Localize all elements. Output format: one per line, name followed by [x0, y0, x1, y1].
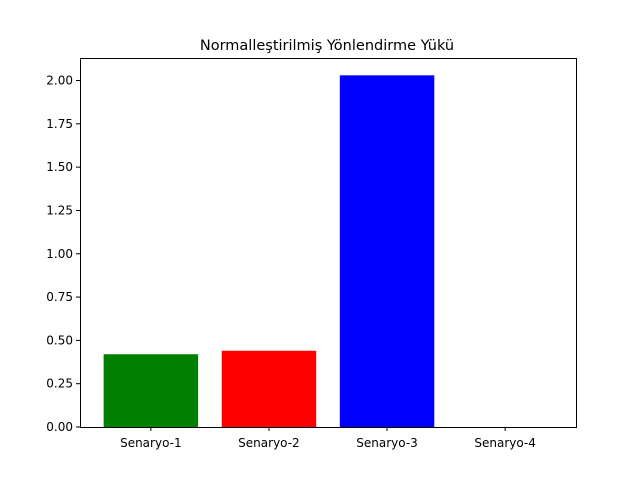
y-tick-label: 0.75: [46, 290, 73, 304]
y-tick-label: 0.25: [46, 377, 73, 391]
x-tick-label: Senaryo-2: [238, 436, 300, 450]
bar-senaryo-2: [221, 350, 317, 427]
y-tick-label: 0.50: [46, 333, 73, 347]
y-tick-label: 2.00: [46, 74, 73, 88]
x-tick-label: Senaryo-4: [474, 436, 536, 450]
y-tick-label: 1.75: [46, 117, 73, 131]
plot-frame: [80, 58, 577, 428]
bar-senaryo-3: [339, 75, 435, 427]
x-axis: Senaryo-1 Senaryo-2 Senaryo-3 Senaryo-4: [120, 427, 536, 450]
bar-senaryo-1: [103, 354, 199, 427]
bars-group: [103, 75, 435, 427]
y-axis: 0.00 0.25 0.50 0.75 1.00 1.25 1.50 1.75 2.00: [46, 74, 80, 434]
x-tick-label: Senaryo-3: [356, 436, 418, 450]
x-tick-label: Senaryo-1: [120, 436, 182, 450]
chart-title: Normalleştirilmiş Yönlendirme Yükü: [200, 38, 454, 54]
y-tick-label: 1.00: [46, 247, 73, 261]
y-tick-label: 0.00: [46, 420, 73, 434]
y-tick-label: 1.50: [46, 160, 73, 174]
y-tick-label: 1.25: [46, 203, 73, 217]
